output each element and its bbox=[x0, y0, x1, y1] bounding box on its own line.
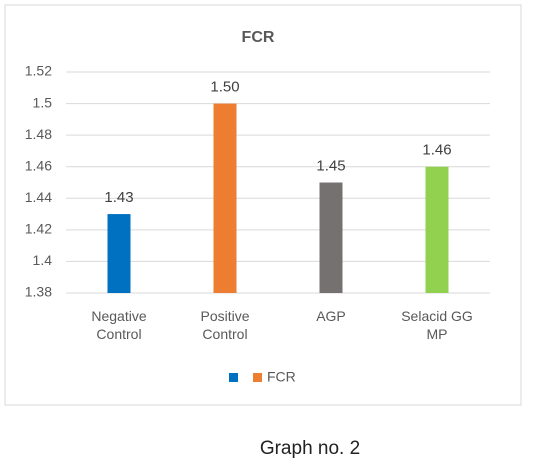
x-tick-label: Negative Control bbox=[91, 308, 147, 342]
x-tick-label: Selacid GG MP bbox=[401, 308, 473, 342]
y-tick-label: 1.48 bbox=[25, 126, 52, 142]
bar bbox=[319, 182, 343, 293]
x-tick-label: Positive Control bbox=[200, 308, 250, 342]
y-tick-label: 1.52 bbox=[25, 63, 52, 79]
y-tick-label: 1.46 bbox=[25, 157, 52, 173]
y-tick-label: 1.38 bbox=[25, 284, 52, 300]
y-tick-label: 1.5 bbox=[33, 94, 53, 110]
x-tick-label: AGP bbox=[316, 308, 346, 324]
value-label: 1.43 bbox=[104, 189, 133, 206]
bar bbox=[425, 166, 449, 293]
chart-title: FCR bbox=[242, 29, 275, 46]
value-label: 1.50 bbox=[210, 79, 239, 96]
caption: Graph no. 2 bbox=[259, 438, 361, 459]
value-label: 1.46 bbox=[422, 142, 451, 159]
legend-swatch bbox=[229, 373, 238, 382]
legend-label: FCR bbox=[267, 369, 296, 385]
bar bbox=[213, 103, 237, 293]
y-tick-label: 1.42 bbox=[25, 221, 52, 237]
legend-swatch bbox=[253, 373, 262, 382]
y-tick-label: 1.4 bbox=[33, 252, 53, 268]
value-label: 1.45 bbox=[316, 157, 345, 174]
y-tick-label: 1.44 bbox=[25, 189, 52, 205]
bar bbox=[107, 214, 131, 293]
